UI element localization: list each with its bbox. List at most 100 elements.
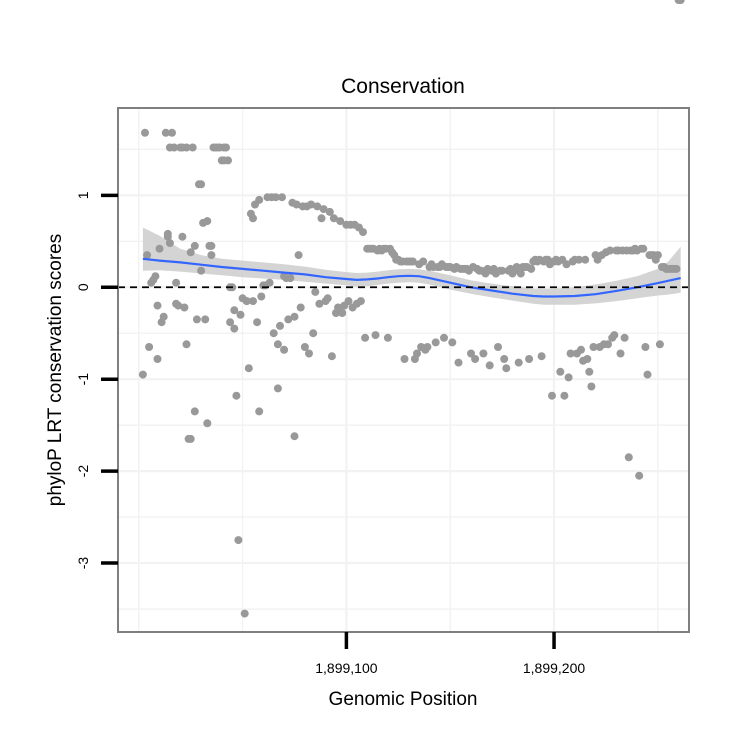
data-point bbox=[192, 315, 201, 324]
data-point bbox=[604, 340, 612, 349]
data-point bbox=[516, 269, 525, 278]
data-point bbox=[182, 143, 191, 152]
data-point bbox=[278, 193, 286, 202]
data-point bbox=[327, 352, 336, 361]
data-point bbox=[290, 432, 299, 441]
data-point bbox=[564, 373, 573, 382]
data-point bbox=[577, 345, 585, 354]
data-point bbox=[502, 364, 511, 373]
data-point bbox=[494, 343, 502, 351]
data-point bbox=[159, 312, 168, 321]
data-point bbox=[467, 349, 475, 358]
y-tick-label: -3 bbox=[75, 557, 91, 570]
data-point bbox=[138, 370, 147, 379]
data-point bbox=[587, 382, 596, 391]
panel-border bbox=[117, 107, 690, 633]
data-point bbox=[190, 241, 199, 250]
data-point bbox=[676, 0, 685, 4]
data-point bbox=[170, 143, 179, 152]
data-point bbox=[512, 263, 521, 271]
confidence-band bbox=[142, 227, 681, 305]
data-point bbox=[163, 229, 172, 238]
data-point bbox=[537, 352, 546, 361]
data-point bbox=[620, 333, 629, 342]
data-point bbox=[329, 214, 338, 223]
data-point bbox=[226, 318, 235, 327]
data-point bbox=[639, 244, 648, 253]
data-point bbox=[244, 364, 253, 373]
data-point bbox=[188, 143, 197, 152]
data-point bbox=[309, 329, 318, 338]
smooth-line bbox=[142, 257, 681, 298]
data-point bbox=[413, 349, 421, 358]
chart-title: Conservation bbox=[341, 75, 465, 98]
data-point bbox=[236, 310, 245, 319]
data-point bbox=[145, 343, 154, 351]
data-point bbox=[431, 338, 440, 347]
data-point bbox=[610, 331, 619, 340]
data-point bbox=[255, 407, 264, 416]
data-point bbox=[500, 355, 509, 363]
data-point bbox=[334, 303, 343, 312]
data-point bbox=[606, 246, 615, 255]
data-point bbox=[471, 355, 480, 363]
data-point bbox=[230, 306, 239, 315]
data-point bbox=[180, 303, 189, 312]
data-point bbox=[527, 264, 536, 273]
data-point bbox=[336, 217, 345, 226]
data-point bbox=[300, 343, 309, 351]
data-point bbox=[276, 321, 284, 330]
data-point bbox=[234, 536, 243, 545]
data-point bbox=[153, 301, 162, 310]
x-tick-label: 1,899,200 bbox=[523, 660, 585, 676]
data-point bbox=[141, 128, 149, 137]
data-point bbox=[323, 294, 332, 303]
data-point bbox=[589, 343, 598, 351]
y-tick-label: -1 bbox=[75, 373, 91, 386]
data-point bbox=[168, 128, 176, 137]
data-point bbox=[498, 266, 507, 275]
data-point bbox=[273, 340, 282, 349]
data-point bbox=[186, 434, 195, 443]
data-point bbox=[286, 274, 295, 283]
data-point bbox=[371, 331, 380, 340]
y-axis-label: phyloP LRT conservation scores bbox=[45, 234, 66, 507]
data-point bbox=[178, 232, 187, 241]
y-tick-label: 0 bbox=[75, 283, 91, 291]
data-point bbox=[172, 278, 181, 287]
data-point bbox=[174, 301, 183, 310]
data-point bbox=[383, 333, 392, 342]
data-point bbox=[575, 255, 583, 264]
data-point bbox=[338, 309, 347, 317]
data-point bbox=[292, 200, 301, 209]
data-point bbox=[325, 207, 334, 216]
data-point bbox=[230, 324, 239, 333]
data-point bbox=[583, 355, 592, 363]
data-point bbox=[643, 370, 652, 379]
data-point bbox=[294, 251, 303, 260]
data-point bbox=[624, 453, 633, 462]
data-point bbox=[514, 358, 523, 367]
data-point bbox=[359, 228, 367, 237]
data-point bbox=[485, 361, 494, 370]
data-point bbox=[242, 297, 251, 306]
y-tick-label: 1 bbox=[75, 191, 91, 199]
data-point bbox=[361, 333, 370, 342]
data-point bbox=[271, 193, 280, 202]
data-point bbox=[255, 195, 264, 204]
data-point bbox=[315, 299, 324, 308]
data-point bbox=[182, 340, 191, 349]
data-point bbox=[454, 358, 463, 367]
data-point bbox=[143, 251, 152, 260]
data-point bbox=[201, 315, 210, 324]
data-point bbox=[344, 297, 353, 306]
data-point bbox=[423, 343, 432, 351]
data-point bbox=[400, 355, 409, 363]
y-tick-label: -2 bbox=[75, 465, 91, 478]
data-point bbox=[155, 244, 164, 253]
data-point bbox=[190, 407, 199, 416]
data-point bbox=[203, 217, 212, 226]
data-point bbox=[265, 278, 274, 287]
data-point bbox=[419, 257, 428, 266]
